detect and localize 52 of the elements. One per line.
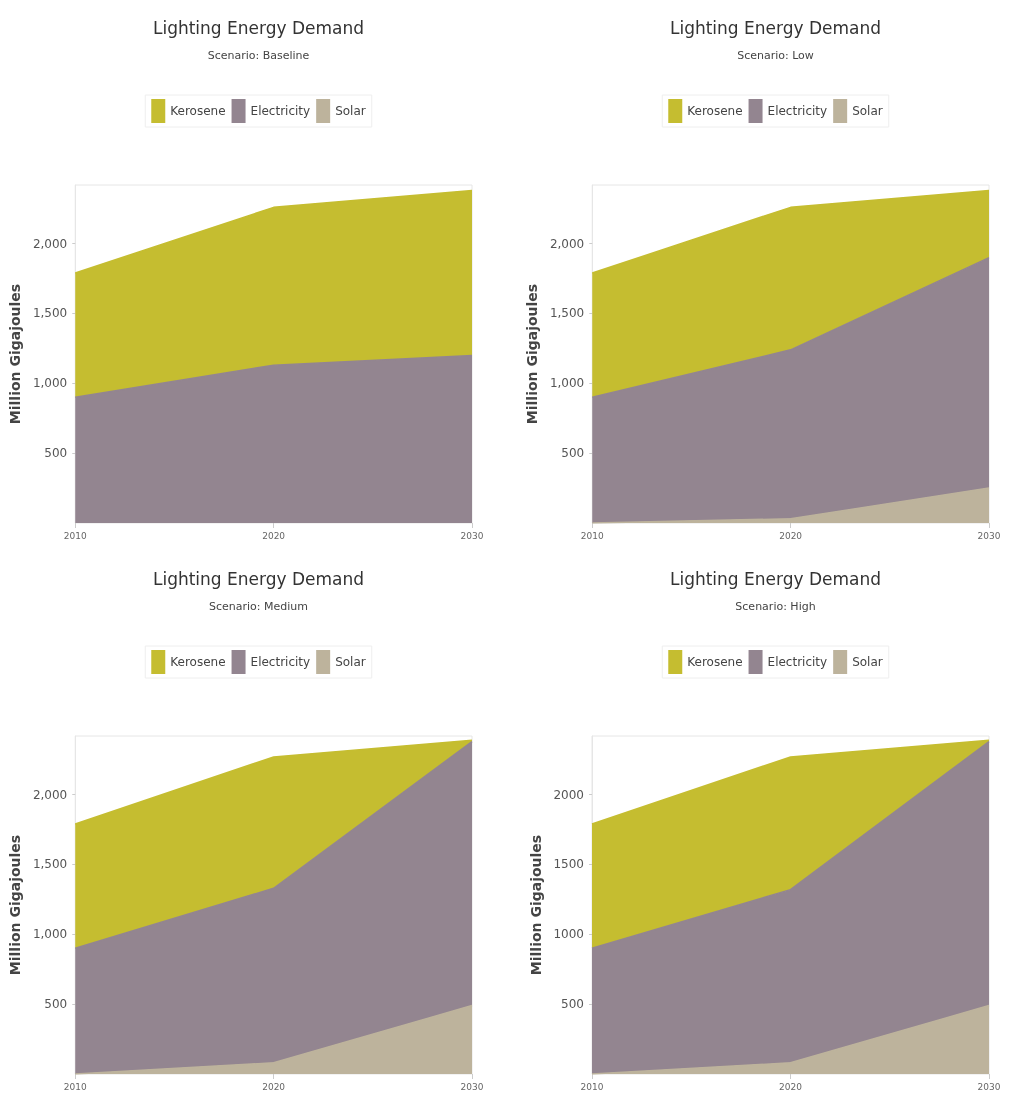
x-tick-label: 2030 [977, 1081, 1001, 1092]
legend-label: Electricity [250, 655, 311, 669]
y-tick-label: 1,000 [32, 376, 68, 391]
y-tick-label: 1,500 [32, 857, 68, 872]
x-tick-label: 2020 [779, 530, 803, 541]
legend-label: Solar [335, 104, 366, 118]
x-tick-label: 2010 [580, 530, 604, 541]
y-tick-label: 2,000 [32, 236, 68, 251]
y-tick-label: 1,000 [549, 376, 585, 391]
y-tick-label: 2,000 [549, 236, 585, 251]
chart-subtitle: Scenario: Medium [208, 600, 309, 613]
y-axis-title: Million Gigajoules [7, 283, 23, 425]
y-tick-label: 1000 [553, 927, 584, 942]
y-tick-label: 500 [561, 997, 584, 1012]
y-tick-label: 1,500 [549, 306, 585, 321]
legend-label: Kerosene [687, 655, 743, 669]
y-tick-label: 500 [44, 997, 68, 1012]
chart-title: Lighting Energy Demand [152, 17, 365, 38]
y-tick-label: 500 [561, 446, 585, 461]
x-tick-label: 2030 [977, 530, 1001, 541]
y-axis-title: Million Gigajoules [7, 834, 23, 976]
x-tick-label: 2010 [63, 1081, 87, 1092]
legend-label: Solar [335, 655, 366, 669]
y-tick-label: 2,000 [32, 787, 68, 802]
x-tick-label: 2020 [262, 1081, 286, 1092]
x-tick-label: 2030 [460, 530, 484, 541]
legend-label: Solar [852, 104, 883, 118]
y-tick-label: 1500 [553, 857, 584, 872]
chart-title: Lighting Energy Demand [669, 568, 882, 589]
legend-label: Electricity [767, 655, 828, 669]
chart-subtitle: Scenario: High [735, 600, 816, 613]
chart-subtitle: Scenario: Low [737, 49, 814, 62]
y-axis-title: Million Gigajoules [527, 834, 544, 976]
y-tick-label: 1,000 [32, 927, 68, 942]
legend-label: Solar [852, 655, 883, 669]
y-tick-label: 2000 [553, 787, 584, 802]
chart-subtitle: Scenario: Baseline [207, 49, 310, 62]
x-tick-label: 2010 [580, 1081, 604, 1092]
legend-label: Kerosene [687, 104, 743, 118]
y-tick-label: 500 [44, 446, 68, 461]
x-tick-label: 2010 [63, 530, 87, 541]
legend-label: Kerosene [170, 655, 226, 669]
x-tick-label: 2020 [779, 1081, 803, 1092]
chart-title: Lighting Energy Demand [669, 17, 882, 38]
y-axis-title: Million Gigajoules [524, 283, 540, 425]
legend-label: Kerosene [170, 104, 226, 118]
x-tick-label: 2030 [460, 1081, 484, 1092]
legend-label: Electricity [250, 104, 311, 118]
x-tick-label: 2020 [262, 530, 286, 541]
chart-title: Lighting Energy Demand [152, 568, 365, 589]
legend-label: Electricity [767, 104, 828, 118]
y-tick-label: 1,500 [32, 306, 68, 321]
